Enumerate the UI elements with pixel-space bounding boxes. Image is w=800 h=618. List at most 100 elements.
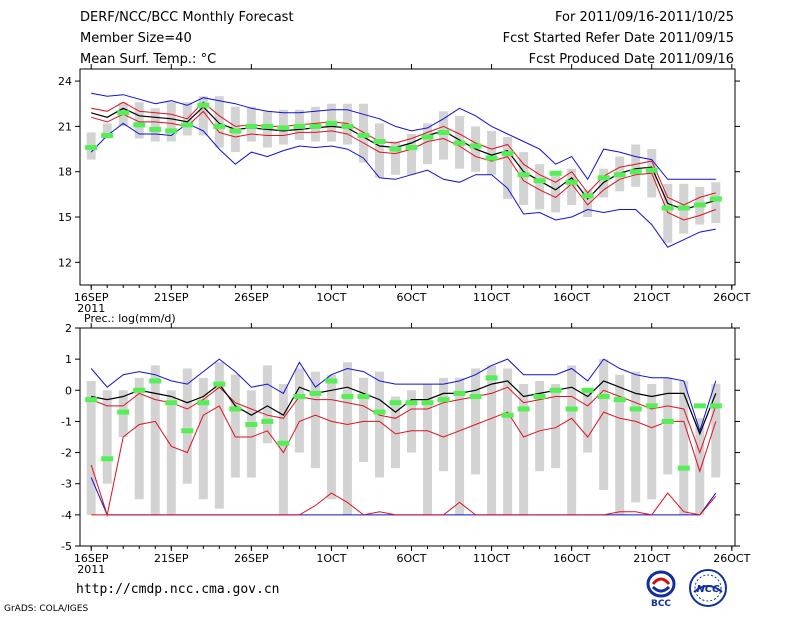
temp-spread-box (487, 130, 497, 175)
prec-median-marker (437, 397, 450, 403)
chart-title: DERF/NCC/BCC Monthly Forecast (80, 10, 294, 25)
prec-spread-box (310, 371, 320, 469)
temp-xtick-label: 21SEP (154, 291, 189, 304)
prec-median-marker (421, 400, 434, 406)
prec-ytick-label: 1 (65, 353, 72, 366)
prec-median-marker (277, 440, 290, 446)
temp-spread-box (631, 144, 641, 187)
prec-spread-box (214, 362, 224, 509)
temp-median-marker (677, 205, 690, 211)
prec-ytick-label: -3 (61, 478, 72, 491)
website-url[interactable]: http://cmdp.ncc.cma.gov.cn (76, 582, 280, 597)
temp-median-marker (229, 128, 242, 134)
prec-spread-box (423, 384, 433, 515)
prec-spread-box (358, 377, 368, 462)
bcc-logo: BCC (646, 570, 676, 608)
temp-median-marker (389, 146, 402, 152)
temp-median-marker (453, 140, 466, 146)
member-size: Member Size=40 (80, 31, 192, 46)
prec-plot-frame (79, 327, 736, 547)
temp-median-marker (629, 169, 642, 175)
temp-median-marker (533, 178, 546, 184)
prec-spread-box (342, 362, 352, 515)
prec-median-marker (229, 406, 242, 412)
temp-spread-box (711, 182, 721, 224)
prec-spread-box (294, 368, 304, 453)
prec-median-marker (629, 406, 642, 412)
temp-median-marker (501, 151, 514, 157)
prec-ytick-label: -1 (61, 415, 72, 428)
temp-median-marker (421, 134, 434, 140)
prec-spread-box (583, 390, 593, 453)
prec-spread-box (679, 380, 689, 515)
temp-spread-box (198, 96, 208, 136)
prec-xtick-label: 21SEP (154, 552, 189, 565)
temp-series-lower (91, 110, 716, 221)
prec-median-marker (501, 412, 514, 418)
temp-ytick-label: 15 (58, 211, 72, 224)
temp-median-marker (133, 122, 146, 128)
temp-median-marker (197, 102, 210, 108)
temp-spread-box (519, 152, 529, 205)
temp-spread-box (551, 174, 561, 213)
temp-spread-box (166, 102, 176, 142)
temp-xtick-label: 21OCT (633, 291, 670, 304)
temp-median-marker (437, 129, 450, 135)
prec-spread-box (567, 365, 577, 515)
temp-median-marker (517, 172, 530, 178)
prec-ytick-label: 2 (65, 322, 72, 335)
prec-ytick-label: -4 (61, 509, 72, 522)
prec-spread-box (134, 377, 144, 500)
temp-ytick-label: 24 (58, 75, 72, 88)
prec-spread-box (455, 377, 465, 515)
temp-plot-frame (79, 68, 736, 286)
prec-median-marker (261, 418, 274, 424)
prec-median-marker (133, 387, 146, 393)
temp-spread-box (583, 189, 593, 218)
prec-median-marker (453, 390, 466, 396)
prec-spread-box (471, 368, 481, 475)
prec-median-marker (533, 394, 546, 400)
temp-xtick-label: 16SEP (74, 291, 109, 304)
temp-median-marker (293, 123, 306, 129)
temp-median-marker (245, 123, 258, 129)
prec-spread-box (599, 359, 609, 490)
prec-spread-box (102, 390, 112, 484)
prec-spread-box (390, 396, 400, 469)
temp-series-min (90, 122, 716, 248)
temp-median-marker (661, 205, 674, 211)
temp-median-marker (149, 126, 162, 132)
temp-median-marker (469, 143, 482, 149)
temp-median-marker (581, 193, 594, 199)
temp-spread-box (439, 111, 449, 160)
prec-spread-box (663, 377, 673, 475)
prec-series-lower_min (91, 492, 717, 516)
temp-spread-box (390, 141, 400, 175)
grads-credit: GrADS: COLA/IGES (4, 604, 89, 614)
prec-median-marker (341, 394, 354, 400)
prec-median-marker (645, 403, 658, 409)
temp-median-marker (357, 132, 370, 138)
prec-spread-box (519, 384, 529, 515)
temp-xtick-label: 16OCT (553, 291, 590, 304)
prec-median-marker (517, 406, 530, 412)
prec-spread-box (647, 384, 657, 500)
temp-xtick-label: 26SEP (234, 291, 269, 304)
temp-median-marker (181, 122, 194, 128)
temp-median-marker (565, 179, 578, 185)
temp-median-marker (309, 123, 322, 129)
temp-spread-box (102, 123, 112, 139)
prec-median-marker (293, 394, 306, 400)
prec-median-marker (405, 400, 418, 406)
temp-xtick-label: 6OCT (396, 291, 426, 304)
temp-series-max (91, 92, 716, 181)
prec-median-marker (677, 465, 690, 471)
prec-median-marker (181, 428, 194, 434)
temp-ytick-label: 18 (58, 166, 72, 179)
temp-spread-box (407, 133, 417, 175)
temp-median-marker (549, 170, 562, 176)
prec-series-lower (90, 405, 717, 517)
temp-median-marker (373, 139, 386, 145)
prec-spread-box (198, 377, 208, 500)
